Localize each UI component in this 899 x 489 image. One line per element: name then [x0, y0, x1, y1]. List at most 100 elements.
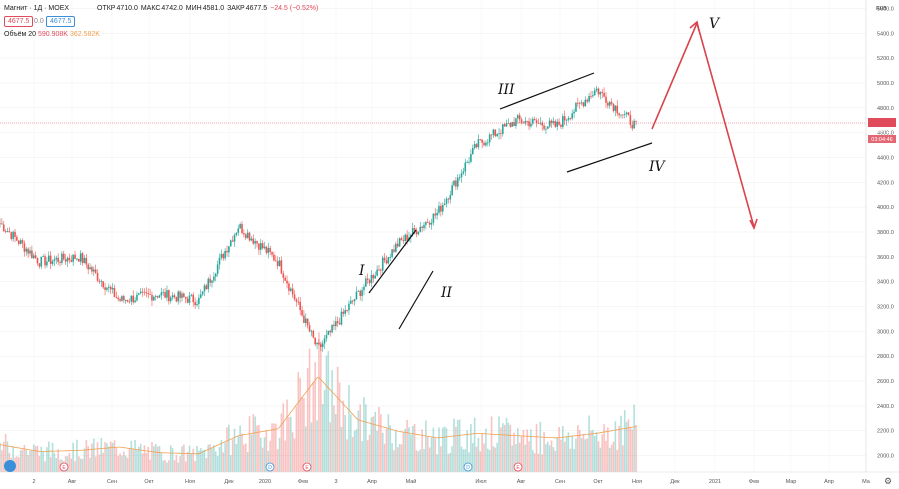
- candle: [248, 232, 251, 241]
- candle: [205, 285, 208, 290]
- candle: [51, 261, 54, 264]
- arrow-up[interactable]: [651, 22, 698, 130]
- candle: [312, 330, 315, 338]
- candle: [0, 223, 1, 225]
- trend-line-1a[interactable]: [368, 229, 417, 294]
- candle: [573, 111, 575, 114]
- trend-line-3b[interactable]: [566, 142, 653, 173]
- candle: [29, 250, 31, 254]
- volume-bar: [1, 450, 3, 472]
- candle: [532, 119, 534, 124]
- volume-bar: [156, 446, 159, 472]
- candle: [72, 254, 74, 262]
- volume-bar: [430, 437, 433, 472]
- volume-bar: [458, 419, 461, 472]
- candle: [483, 142, 485, 146]
- event-marker[interactable]: D: [463, 462, 473, 472]
- event-marker[interactable]: E: [59, 462, 69, 472]
- volume-bar: [83, 448, 86, 472]
- candle: [27, 248, 29, 254]
- volume-bar: [258, 424, 260, 472]
- symbol-title[interactable]: Магнит · 1Д · MOEX: [4, 5, 70, 12]
- bid-tag[interactable]: 4677.5: [4, 16, 34, 27]
- candle: [154, 296, 157, 298]
- time-axis[interactable]: 2 Авг Сен Окт Ноя Дек 2020 Фев 3 Апр Май Июл Авг Сен О…: [32, 478, 870, 485]
- candle: [325, 334, 328, 339]
- candle: [545, 128, 547, 130]
- volume-bar: [336, 366, 339, 472]
- candle: [254, 241, 256, 244]
- volume-bar: [79, 458, 82, 472]
- candle: [89, 267, 91, 270]
- volume-bar: [438, 427, 440, 472]
- volume-bar: [4, 433, 7, 472]
- candle: [541, 122, 543, 126]
- candle: [607, 102, 609, 106]
- forecast-arrows[interactable]: [651, 20, 758, 231]
- candle: [331, 324, 333, 333]
- candle: [211, 280, 213, 283]
- volume-bar: [500, 427, 502, 472]
- volume-bar: [351, 437, 354, 472]
- candle: [453, 180, 455, 186]
- volume-bar: [396, 447, 399, 472]
- candle: [462, 171, 465, 174]
- ask-tag[interactable]: 4677.5: [46, 16, 76, 27]
- volume-bar: [451, 446, 453, 472]
- volume-bar: [44, 461, 46, 472]
- candle: [421, 226, 423, 228]
- volume-bar: [466, 430, 468, 472]
- volume-bar: [346, 439, 348, 472]
- event-marker[interactable]: E: [513, 462, 523, 472]
- trend-line-3a[interactable]: [499, 72, 595, 110]
- volume-bar: [618, 425, 620, 472]
- candle: [351, 300, 354, 302]
- volume-bar: [314, 362, 316, 472]
- price-tick: 2200.0: [877, 429, 894, 435]
- volume-bar: [357, 410, 360, 472]
- price-axis[interactable]: 5600.0 5400.0 5200.0 5000.0 4800.0 4600.0 4400…: [877, 6, 894, 459]
- volume-bar: [293, 438, 296, 472]
- volume-bar: [149, 459, 151, 472]
- settings-gear-icon[interactable]: ⚙: [884, 476, 892, 486]
- volume-bar: [136, 449, 138, 472]
- volume-bar: [213, 445, 215, 472]
- candle: [259, 243, 262, 250]
- volume-bar: [470, 423, 472, 472]
- candle: [402, 240, 405, 242]
- price-tick: 3000.0: [877, 329, 894, 335]
- trend-line-1b[interactable]: [398, 270, 434, 330]
- candle: [501, 124, 504, 134]
- candle: [517, 115, 519, 119]
- volume-bar: [248, 416, 251, 472]
- candle: [77, 258, 80, 262]
- volume-bar: [541, 454, 543, 472]
- arrow-down[interactable]: [696, 22, 755, 228]
- trend-lines[interactable]: [368, 72, 653, 330]
- candle: [577, 102, 579, 104]
- volume-bar: [537, 453, 540, 472]
- volume-bar: [556, 437, 559, 472]
- volume-bar: [199, 448, 202, 472]
- candle: [505, 123, 508, 127]
- candle: [327, 330, 330, 335]
- volume-bar: [603, 424, 605, 472]
- volume-bar: [400, 444, 403, 472]
- volume-bar: [363, 397, 365, 472]
- candle: [1, 223, 3, 225]
- event-marker[interactable]: E: [302, 462, 312, 472]
- volume-bar: [261, 447, 264, 472]
- candle: [83, 257, 86, 264]
- candle: [357, 290, 360, 292]
- event-marker[interactable]: D: [265, 462, 275, 472]
- volume-bar: [578, 429, 581, 472]
- candle: [111, 287, 114, 290]
- candle: [297, 301, 300, 303]
- volume-bar: [231, 439, 234, 472]
- candle: [426, 222, 429, 223]
- volume-bar: [580, 438, 583, 472]
- volume-bar: [333, 405, 335, 472]
- time-tick: 2021: [709, 479, 721, 485]
- volume-bar: [530, 429, 532, 472]
